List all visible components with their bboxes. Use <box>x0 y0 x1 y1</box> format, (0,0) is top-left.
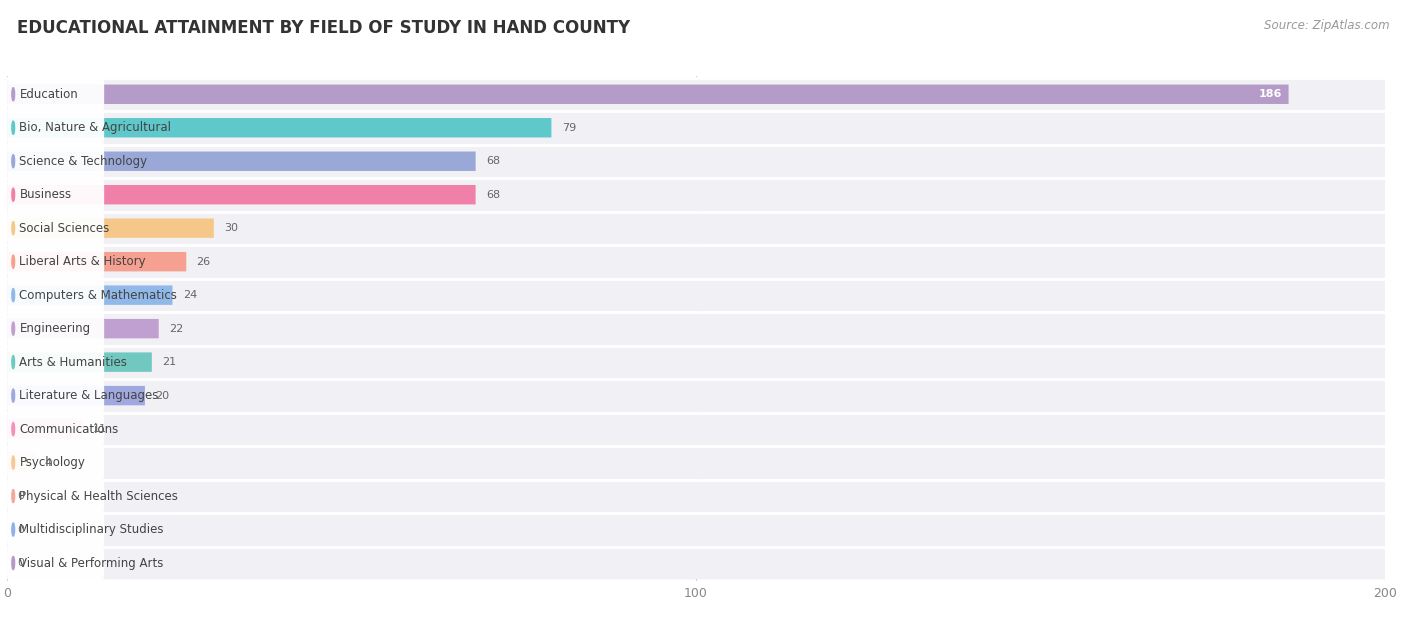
Text: Bio, Nature & Agricultural: Bio, Nature & Agricultural <box>20 121 172 134</box>
Text: 68: 68 <box>486 156 501 166</box>
FancyBboxPatch shape <box>7 178 1385 211</box>
Text: Multidisciplinary Studies: Multidisciplinary Studies <box>20 523 165 536</box>
FancyBboxPatch shape <box>7 478 104 514</box>
Text: Arts & Humanities: Arts & Humanities <box>20 356 128 368</box>
Text: Computers & Mathematics: Computers & Mathematics <box>20 289 177 301</box>
Text: Source: ZipAtlas.com: Source: ZipAtlas.com <box>1264 19 1389 32</box>
FancyBboxPatch shape <box>7 185 475 204</box>
FancyBboxPatch shape <box>7 286 173 305</box>
FancyBboxPatch shape <box>7 252 186 271</box>
Circle shape <box>11 356 14 368</box>
Circle shape <box>11 423 14 435</box>
Text: Psychology: Psychology <box>20 456 86 469</box>
Text: 79: 79 <box>561 123 576 133</box>
Text: 26: 26 <box>197 257 211 267</box>
Circle shape <box>11 255 14 268</box>
Circle shape <box>11 322 14 335</box>
Text: Business: Business <box>20 188 72 201</box>
FancyBboxPatch shape <box>7 353 152 372</box>
Circle shape <box>11 489 14 502</box>
Circle shape <box>11 289 14 301</box>
Circle shape <box>11 88 14 101</box>
Text: 0: 0 <box>17 558 24 568</box>
FancyBboxPatch shape <box>7 219 214 238</box>
Circle shape <box>11 155 14 168</box>
Circle shape <box>11 523 14 536</box>
Text: 11: 11 <box>93 424 107 434</box>
Text: 24: 24 <box>183 290 197 300</box>
FancyBboxPatch shape <box>7 344 104 380</box>
Text: 0: 0 <box>17 525 24 535</box>
Text: Visual & Performing Arts: Visual & Performing Arts <box>20 557 165 569</box>
Circle shape <box>11 222 14 234</box>
Circle shape <box>11 121 14 135</box>
FancyBboxPatch shape <box>7 76 104 112</box>
Text: Literature & Languages: Literature & Languages <box>20 389 159 402</box>
Circle shape <box>11 188 14 201</box>
FancyBboxPatch shape <box>7 445 104 480</box>
Text: Science & Technology: Science & Technology <box>20 155 148 167</box>
FancyBboxPatch shape <box>7 312 1385 345</box>
Text: Liberal Arts & History: Liberal Arts & History <box>20 255 146 268</box>
FancyBboxPatch shape <box>7 512 104 547</box>
FancyBboxPatch shape <box>7 411 104 447</box>
FancyBboxPatch shape <box>7 413 1385 446</box>
FancyBboxPatch shape <box>7 85 1288 104</box>
Text: 21: 21 <box>162 357 176 367</box>
FancyBboxPatch shape <box>7 145 1385 178</box>
FancyBboxPatch shape <box>7 453 35 472</box>
FancyBboxPatch shape <box>7 143 104 179</box>
Text: Physical & Health Sciences: Physical & Health Sciences <box>20 490 179 502</box>
FancyBboxPatch shape <box>7 513 1385 546</box>
FancyBboxPatch shape <box>7 279 1385 312</box>
FancyBboxPatch shape <box>7 244 104 279</box>
FancyBboxPatch shape <box>7 110 104 145</box>
FancyBboxPatch shape <box>7 111 1385 144</box>
Circle shape <box>11 456 14 469</box>
FancyBboxPatch shape <box>7 319 159 338</box>
Text: Social Sciences: Social Sciences <box>20 222 110 234</box>
FancyBboxPatch shape <box>7 386 145 405</box>
Text: 68: 68 <box>486 190 501 200</box>
Text: EDUCATIONAL ATTAINMENT BY FIELD OF STUDY IN HAND COUNTY: EDUCATIONAL ATTAINMENT BY FIELD OF STUDY… <box>17 19 630 37</box>
FancyBboxPatch shape <box>7 177 104 212</box>
FancyBboxPatch shape <box>7 78 1385 111</box>
FancyBboxPatch shape <box>7 420 83 439</box>
FancyBboxPatch shape <box>7 210 104 246</box>
FancyBboxPatch shape <box>7 346 1385 379</box>
FancyBboxPatch shape <box>7 212 1385 245</box>
FancyBboxPatch shape <box>7 311 104 346</box>
FancyBboxPatch shape <box>7 545 104 581</box>
FancyBboxPatch shape <box>7 480 1385 513</box>
Text: Education: Education <box>20 88 79 100</box>
FancyBboxPatch shape <box>7 446 1385 479</box>
FancyBboxPatch shape <box>7 245 1385 278</box>
Text: Engineering: Engineering <box>20 322 90 335</box>
Text: 4: 4 <box>45 458 52 468</box>
Text: 186: 186 <box>1258 89 1282 99</box>
FancyBboxPatch shape <box>7 379 1385 412</box>
Circle shape <box>11 556 14 569</box>
FancyBboxPatch shape <box>7 277 104 313</box>
FancyBboxPatch shape <box>7 547 1385 580</box>
FancyBboxPatch shape <box>7 378 104 413</box>
Circle shape <box>11 389 14 402</box>
Text: 30: 30 <box>224 223 238 233</box>
FancyBboxPatch shape <box>7 152 475 171</box>
Text: 20: 20 <box>155 391 169 401</box>
FancyBboxPatch shape <box>7 118 551 137</box>
Text: 22: 22 <box>169 324 183 334</box>
Text: 0: 0 <box>17 491 24 501</box>
Text: Communications: Communications <box>20 423 118 435</box>
